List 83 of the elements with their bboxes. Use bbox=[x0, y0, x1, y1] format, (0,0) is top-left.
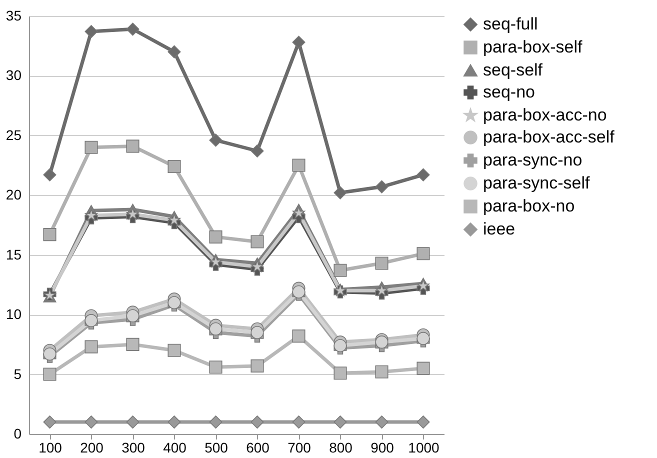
point bbox=[84, 340, 98, 354]
point bbox=[168, 296, 181, 310]
point bbox=[43, 168, 56, 182]
point bbox=[375, 336, 388, 349]
point bbox=[292, 206, 305, 218]
y-tick-label: 5 bbox=[14, 366, 22, 382]
point bbox=[84, 25, 98, 38]
point bbox=[416, 362, 430, 375]
x-tick-label: 100 bbox=[38, 440, 62, 456]
x-tick-label: 600 bbox=[246, 440, 270, 456]
x-tick-label: 900 bbox=[370, 440, 394, 456]
legend-label: seq-self bbox=[483, 60, 543, 80]
point bbox=[334, 339, 347, 352]
point bbox=[416, 332, 430, 345]
point bbox=[292, 330, 306, 343]
y-tick-label: 30 bbox=[6, 67, 22, 84]
point bbox=[416, 247, 430, 260]
point bbox=[209, 134, 222, 147]
point bbox=[84, 416, 98, 429]
y-tick-label: 35 bbox=[6, 8, 22, 24]
point bbox=[376, 284, 388, 296]
legend-label: seq-no bbox=[483, 82, 535, 102]
point bbox=[168, 214, 180, 226]
point bbox=[126, 416, 140, 429]
point bbox=[168, 344, 181, 357]
point bbox=[126, 338, 140, 351]
point bbox=[126, 208, 139, 220]
point bbox=[292, 158, 306, 172]
point bbox=[126, 309, 140, 322]
legend-label: para-box-self bbox=[483, 38, 582, 56]
legend-label: seq-full bbox=[483, 14, 538, 34]
point bbox=[292, 285, 306, 298]
legend-label: para-box-acc-self bbox=[483, 128, 615, 146]
point bbox=[334, 416, 347, 429]
point bbox=[209, 230, 222, 244]
point bbox=[209, 322, 222, 336]
point bbox=[250, 326, 264, 339]
point bbox=[375, 180, 388, 194]
point bbox=[43, 368, 56, 381]
point bbox=[375, 256, 388, 270]
x-tick-label: 700 bbox=[288, 440, 312, 456]
point bbox=[250, 235, 264, 248]
y-tick-label: 10 bbox=[6, 306, 22, 322]
point bbox=[334, 366, 347, 380]
x-tick-label: 400 bbox=[163, 440, 187, 456]
point bbox=[250, 359, 264, 372]
x-tick-label: 800 bbox=[329, 440, 353, 456]
x-tick-label: 200 bbox=[80, 440, 104, 456]
point bbox=[43, 416, 56, 429]
point bbox=[168, 416, 181, 429]
point bbox=[334, 264, 347, 277]
point bbox=[251, 260, 264, 272]
point bbox=[168, 45, 181, 58]
x-tick-label: 300 bbox=[122, 440, 146, 456]
point bbox=[85, 208, 98, 221]
point bbox=[43, 228, 56, 242]
x-tick-label: 1000 bbox=[408, 440, 440, 456]
y-tick-label: 25 bbox=[6, 126, 22, 143]
y-tick-label: 20 bbox=[6, 186, 22, 203]
point bbox=[43, 347, 56, 360]
point bbox=[292, 416, 306, 429]
point bbox=[250, 416, 264, 429]
legend-label: para-sync-no bbox=[483, 150, 582, 170]
y-tick-label: 0 bbox=[14, 426, 22, 442]
point bbox=[375, 365, 388, 378]
point bbox=[168, 160, 181, 174]
point bbox=[375, 416, 388, 429]
point bbox=[209, 416, 222, 429]
legend-label: para-box-acc-no bbox=[483, 106, 607, 124]
legend-label: para-sync-self bbox=[483, 174, 590, 192]
point bbox=[292, 36, 306, 49]
point bbox=[250, 144, 264, 158]
legend-label: ieee bbox=[483, 220, 516, 238]
legend-label: para-box-no bbox=[483, 196, 575, 216]
point bbox=[416, 168, 430, 182]
point bbox=[209, 360, 222, 374]
point bbox=[334, 186, 347, 200]
point bbox=[126, 22, 140, 36]
point bbox=[416, 416, 430, 429]
x-tick-label: 500 bbox=[204, 440, 228, 456]
point bbox=[84, 140, 98, 154]
y-tick-label: 15 bbox=[6, 246, 22, 262]
point bbox=[126, 140, 140, 153]
